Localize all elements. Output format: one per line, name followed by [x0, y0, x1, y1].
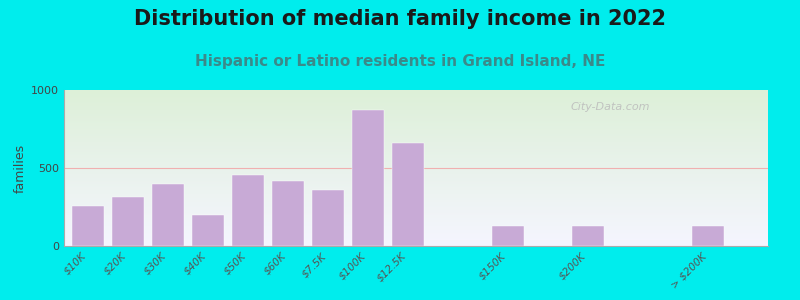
Bar [491, 226, 525, 246]
Text: Hispanic or Latino residents in Grand Island, NE: Hispanic or Latino residents in Grand Is… [195, 54, 605, 69]
Text: Distribution of median family income in 2022: Distribution of median family income in … [134, 9, 666, 29]
Bar [72, 206, 104, 246]
Bar [111, 197, 144, 246]
Bar [352, 110, 385, 246]
Y-axis label: families: families [14, 143, 27, 193]
Bar [691, 226, 725, 246]
Bar [392, 143, 425, 246]
Bar [192, 215, 224, 246]
Bar [152, 184, 184, 246]
Bar [571, 226, 605, 246]
Bar [272, 181, 305, 246]
Bar [232, 175, 264, 246]
Bar [312, 190, 345, 246]
Text: City-Data.com: City-Data.com [571, 103, 650, 112]
